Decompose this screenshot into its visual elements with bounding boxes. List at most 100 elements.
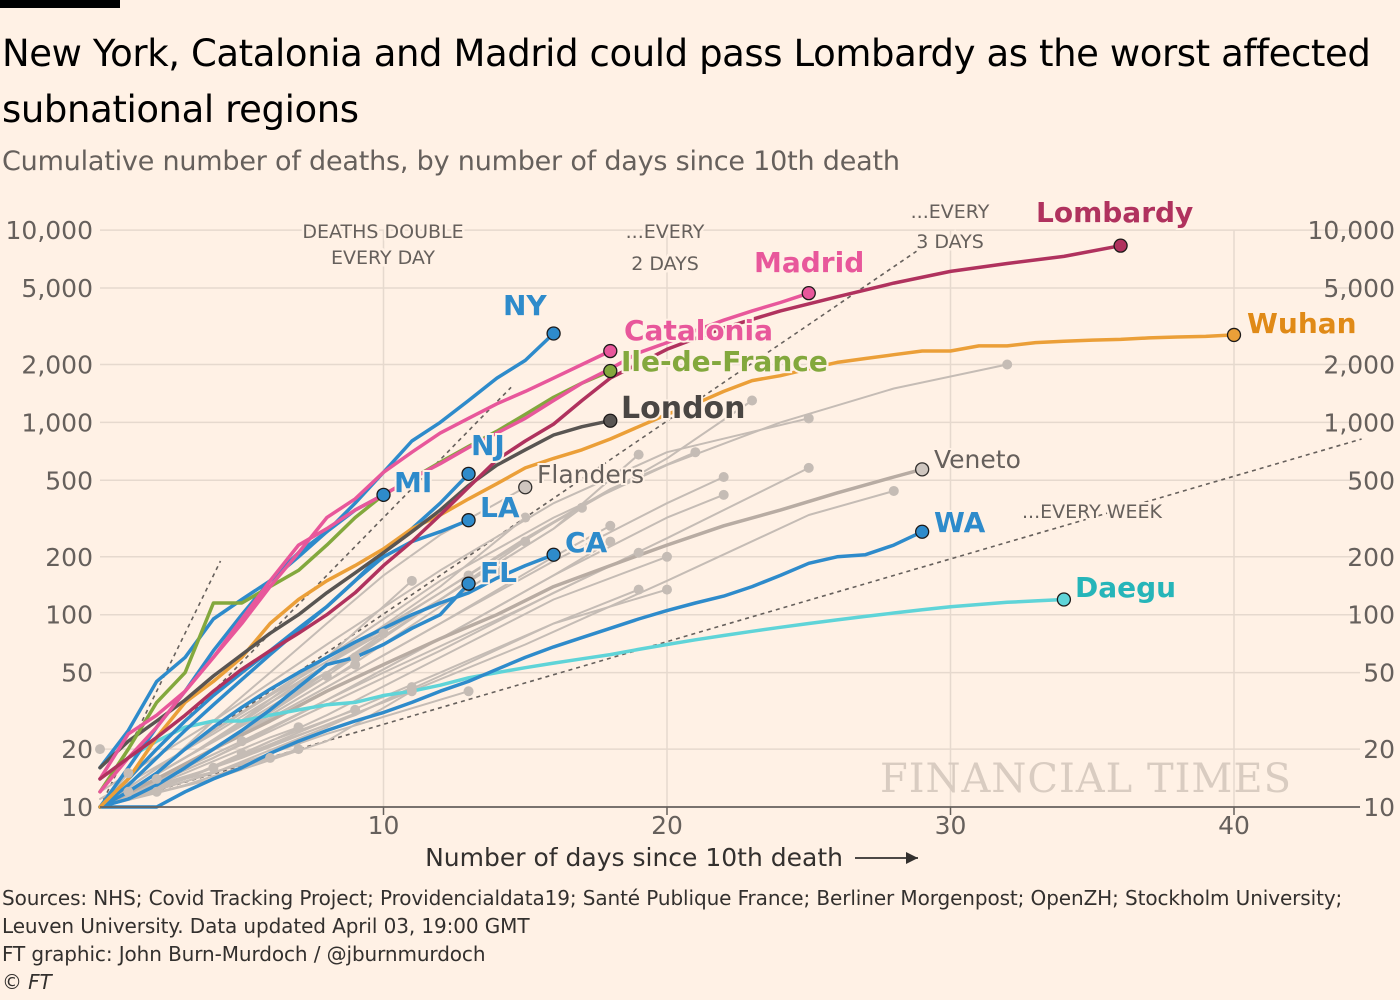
- series-line-lombardy: [98, 243, 1123, 781]
- doubling-line-label: 2 DAYS: [631, 253, 699, 275]
- y-tick-label-right: 20: [1363, 735, 1395, 764]
- end-point-region: [633, 547, 644, 558]
- ft-brand-bar: [0, 0, 120, 8]
- footer-sources-line-1: Sources: NHS; Covid Tracking Project; Pr…: [2, 886, 1343, 910]
- series-label-la: LA: [480, 491, 520, 524]
- end-point-region: [293, 722, 304, 733]
- y-tick-label-left: 1,000: [21, 408, 93, 437]
- y-tick-label-left: 500: [45, 466, 93, 495]
- end-point-region: [350, 704, 361, 715]
- end-point-region: [123, 768, 134, 779]
- y-tick-label-right: 100: [1347, 601, 1395, 630]
- doubling-line-label: ...EVERY: [626, 221, 705, 243]
- end-point-region: [123, 786, 134, 797]
- end-point-region: [576, 502, 587, 513]
- chart-subtitle: Cumulative number of deaths, by number o…: [2, 146, 900, 177]
- series-label-mi: MI: [394, 466, 432, 499]
- series-label-madrid: Madrid: [754, 246, 864, 279]
- doubling-line-label: ...EVERY: [911, 201, 990, 223]
- series-label-catalonia: Catalonia: [624, 314, 773, 347]
- end-point-veneto: [915, 462, 930, 477]
- footer: Sources: NHS; Covid Tracking Project; Pr…: [2, 884, 1342, 996]
- doubling-line-label: 3 DAYS: [916, 231, 984, 253]
- end-point-region: [350, 652, 361, 663]
- end-point-region: [1002, 359, 1013, 370]
- end-point-region: [520, 536, 531, 547]
- series-line-region: [99, 399, 754, 808]
- doubling-line-label: ...EVERY WEEK: [1022, 501, 1163, 523]
- series-label-wa: WA: [934, 506, 986, 539]
- end-point-region: [95, 744, 105, 755]
- series-label-daegu: Daegu: [1075, 571, 1176, 604]
- end-point-region: [662, 584, 672, 595]
- end-point-region: [151, 786, 162, 797]
- series-line-veneto: [98, 467, 924, 809]
- series-line-fl: [98, 581, 471, 809]
- end-point-region: [151, 773, 162, 784]
- y-tick-label-left: 50: [61, 659, 93, 688]
- end-point-ca: [546, 547, 561, 562]
- y-tick-label-right: 200: [1347, 543, 1395, 572]
- end-point-region: [208, 762, 219, 773]
- end-point-region: [633, 584, 644, 595]
- end-point-region: [463, 686, 474, 697]
- doubling-line-label: EVERY DAY: [331, 247, 435, 269]
- ft-watermark: FINANCIAL TIMES: [880, 756, 1292, 802]
- end-point-region: [803, 462, 814, 473]
- end-point-region: [321, 670, 332, 681]
- y-tick-label-left: 10: [61, 793, 93, 822]
- y-tick-label-left: 10,000: [6, 216, 93, 245]
- footer-sources: Sources: NHS; Covid Tracking Project; Pr…: [2, 884, 1342, 940]
- series-label-lombardy: Lombardy: [1036, 196, 1193, 229]
- y-tick-label-right: 50: [1363, 659, 1395, 688]
- series-label-fl: FL: [480, 556, 517, 589]
- x-tick-label: 40: [1218, 811, 1250, 840]
- end-point-region: [520, 512, 531, 523]
- series-label-flanders: Flanders: [537, 460, 644, 489]
- y-tick-label-right: 500: [1347, 466, 1395, 495]
- end-point-region: [747, 395, 758, 406]
- end-point-flanders: [518, 480, 533, 495]
- series-label-wuhan: Wuhan: [1247, 307, 1357, 340]
- y-tick-label-left: 100: [45, 601, 93, 630]
- series-line-madrid: [98, 291, 811, 781]
- series-line-ile-de-france: [98, 369, 613, 794]
- end-point-region: [293, 744, 304, 755]
- end-point-region: [406, 575, 417, 586]
- end-point-nj: [461, 466, 476, 482]
- doubling-line-label: DEATHS DOUBLE: [302, 221, 463, 243]
- end-point-region: [662, 551, 672, 562]
- series-label-ile-de-france: Ile-de-France: [621, 345, 828, 378]
- chart: 10 10 20 20 50 50 100 100 200 200 500 500 1,000 1,000…: [6, 194, 1395, 872]
- y-tick-label-left: 200: [45, 543, 93, 572]
- x-tick-label: 30: [935, 811, 967, 840]
- end-point-region: [491, 565, 502, 576]
- end-point-madrid: [801, 286, 816, 301]
- axes: 10 20 30 40 Number of days since 10th death: [100, 806, 1360, 872]
- end-point-region: [718, 472, 729, 483]
- end-point-region: [718, 489, 729, 500]
- y-tick-label-right: 10,000: [1308, 216, 1395, 245]
- watermark-group: FINANCIAL TIMES: [880, 756, 1292, 802]
- end-point-london: [603, 413, 618, 428]
- end-point-catalonia: [603, 343, 618, 359]
- y-tick-label-right: 5,000: [1323, 274, 1395, 303]
- end-point-daegu: [1056, 592, 1072, 607]
- doubling-reference-lines: DEATHS DOUBLE EVERY DAY ...EVERY 2 DAYS ...E…: [99, 199, 1362, 808]
- end-point-la: [461, 513, 476, 528]
- doubling-line: [99, 560, 222, 808]
- chart-title: New York, Catalonia and Madrid could pas…: [2, 32, 1371, 131]
- end-point-region: [236, 736, 247, 747]
- end-point-mi: [376, 487, 391, 502]
- series-end-points: [95, 238, 1242, 797]
- series-line-london: [98, 418, 613, 770]
- series-line-wuhan: [98, 333, 1236, 809]
- end-point-ile-de-france: [603, 363, 618, 379]
- end-point-fl: [461, 576, 476, 591]
- y-tick-label-left: 20: [61, 735, 93, 764]
- footer-sources-line-2: Leuven University. Data updated April 03…: [2, 914, 530, 938]
- end-point-region: [803, 413, 814, 424]
- series-line-region: [99, 363, 1009, 808]
- y-tick-label-right: 1,000: [1323, 408, 1395, 437]
